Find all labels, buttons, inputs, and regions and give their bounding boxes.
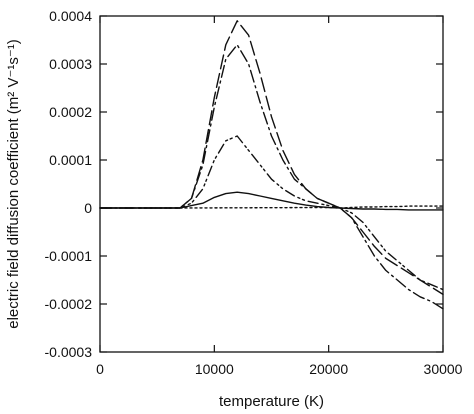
series-line-1 <box>99 20 444 296</box>
y-tick-label: 0.0002 <box>49 104 92 120</box>
y-tick-label: -0.0001 <box>45 248 93 264</box>
series-line-2 <box>99 44 444 310</box>
series-line-5 <box>99 205 444 209</box>
x-tick-label: 10000 <box>195 361 234 377</box>
series-layer <box>99 20 444 310</box>
y-tick-label: 0.0003 <box>49 56 92 72</box>
y-axis-ticks: -0.0003 -0.0002 -0.0001 0 0.0001 0.0002 0.0003… <box>45 8 443 360</box>
y-tick-label: -0.0003 <box>45 344 93 360</box>
y-axis-label: electric field diffusion coefficient (m²… <box>5 39 22 329</box>
x-axis-ticks: 0 10000 20000 30000 <box>96 16 463 377</box>
y-tick-label: 0 <box>84 200 92 216</box>
series-line-4 <box>99 191 444 211</box>
series-line-3 <box>99 135 444 291</box>
x-tick-label: 20000 <box>309 361 348 377</box>
y-tick-label: -0.0002 <box>45 296 93 312</box>
x-tick-label: 30000 <box>424 361 463 377</box>
y-tick-label: 0.0004 <box>49 8 92 24</box>
x-tick-label: 0 <box>96 361 104 377</box>
y-tick-label: 0.0001 <box>49 152 92 168</box>
x-axis-label: temperature (K) <box>219 393 324 410</box>
plot-frame <box>99 15 444 353</box>
plot-border <box>99 15 444 353</box>
